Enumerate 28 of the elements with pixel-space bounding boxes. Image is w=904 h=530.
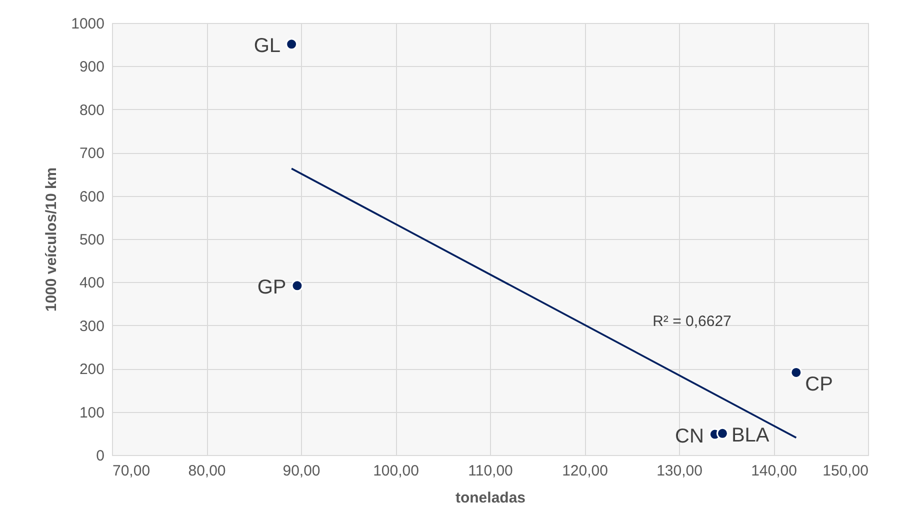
annotation: GL: [254, 35, 281, 58]
y-tick-label: 200: [79, 361, 104, 378]
annotation: CP: [805, 373, 833, 396]
y-tick-label: 900: [79, 58, 104, 76]
x-axis-title: toneladas: [455, 490, 526, 506]
x-tick-label: 150,00: [822, 462, 868, 480]
annotation: BLA: [731, 424, 770, 446]
y-tick-label: 500: [79, 232, 104, 248]
y-tick-label: 400: [79, 274, 104, 292]
x-tick-label: 130,00: [656, 462, 702, 480]
y-tick-label: 300: [79, 318, 104, 335]
y-tick-label: 700: [79, 145, 104, 162]
x-tick-label: 100,00: [373, 462, 419, 480]
x-tick-label: 80,00: [188, 462, 226, 480]
x-tick-label: 110,00: [468, 462, 513, 480]
y-tick-label: 1000: [71, 16, 104, 32]
y-tick-label: 800: [79, 102, 104, 119]
y-tick-label: 600: [79, 188, 104, 206]
x-tick-label: 140,00: [751, 462, 797, 480]
y-axis-title: 1000 veículos/10 km: [43, 167, 60, 312]
annotation: R² = 0,6627: [652, 313, 732, 330]
y-tick-label: 100: [79, 404, 104, 422]
x-tick-label: 120,00: [562, 462, 608, 480]
annotation: CN: [675, 425, 704, 448]
x-tick-label: 70,00: [112, 462, 150, 480]
y-tick-label: 0: [96, 448, 104, 464]
annotation: GP: [257, 276, 286, 299]
x-tick-label: 90,00: [282, 462, 320, 480]
